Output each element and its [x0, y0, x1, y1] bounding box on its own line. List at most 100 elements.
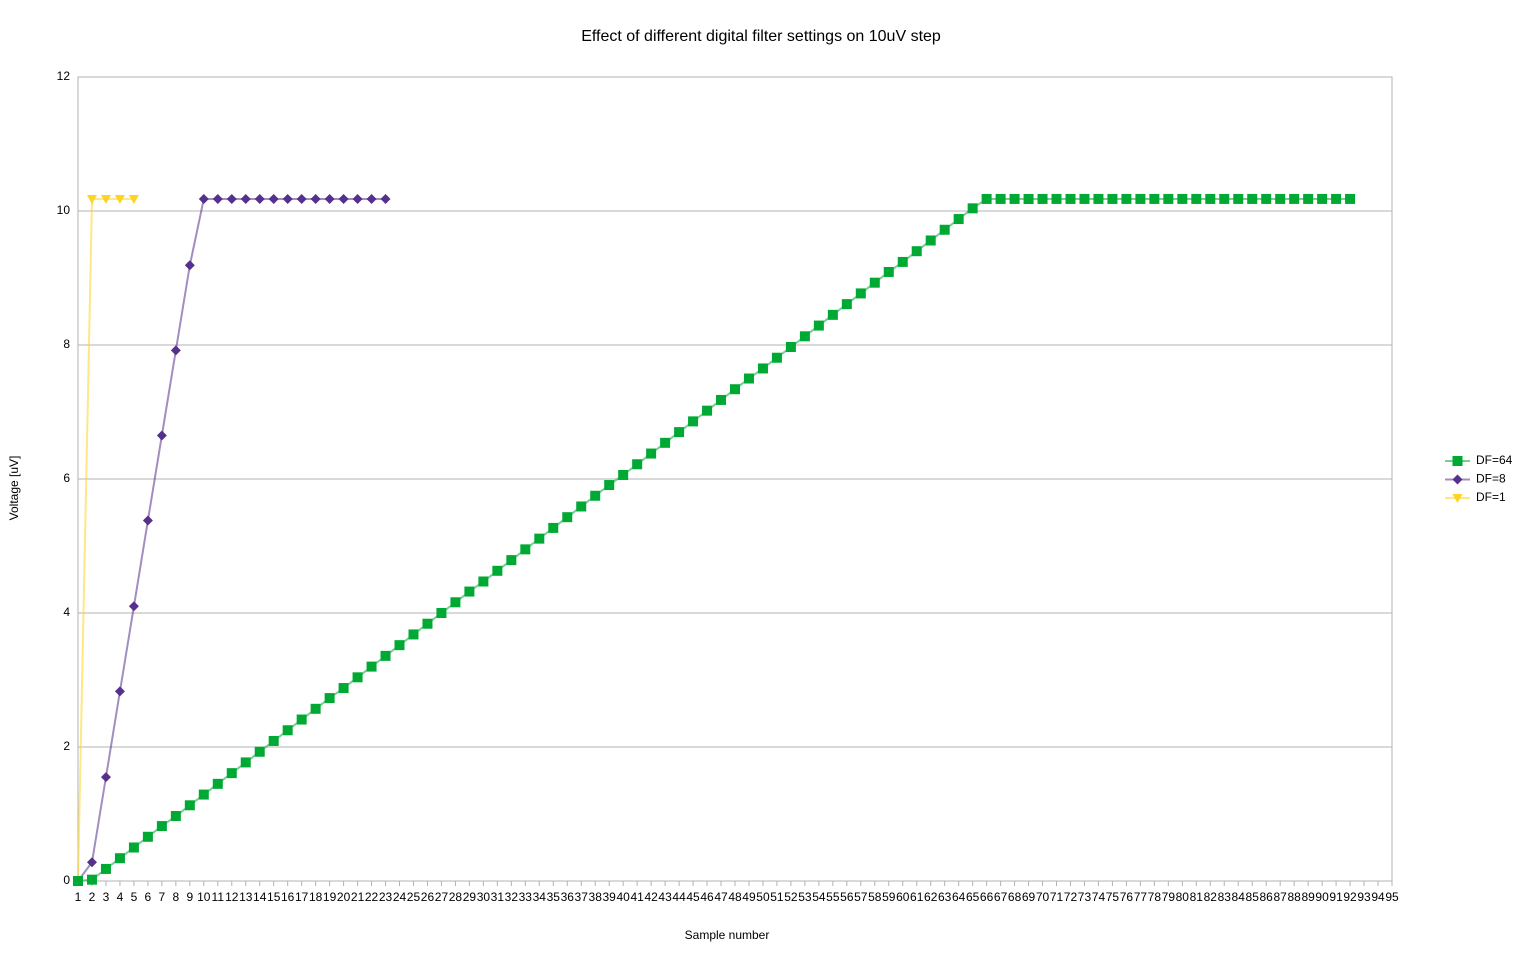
marker [562, 512, 573, 523]
x-tick-label: 55 [826, 890, 840, 904]
marker [436, 608, 447, 618]
x-tick-label: 67 [994, 890, 1008, 904]
marker [1219, 193, 1230, 204]
x-tick-label: 18 [309, 890, 323, 904]
marker [506, 555, 517, 566]
marker [128, 194, 139, 204]
x-tick-label: 12 [225, 890, 239, 904]
marker [1191, 193, 1202, 204]
x-tick-label: 89 [1301, 890, 1315, 904]
marker [114, 686, 125, 697]
marker [632, 459, 643, 470]
x-tick-label: 56 [840, 890, 854, 904]
x-tick-label: 34 [533, 890, 547, 904]
marker [268, 735, 279, 746]
marker [785, 342, 796, 353]
x-tick-label: 52 [784, 890, 798, 904]
x-tick-label: 10 [197, 890, 211, 904]
marker [757, 363, 768, 374]
marker [548, 522, 559, 533]
x-tick-label: 63 [938, 890, 952, 904]
x-tick-label: 80 [1176, 890, 1190, 904]
x-tick-label: 76 [1120, 890, 1134, 904]
marker [198, 193, 209, 204]
x-tick-label: 42 [644, 890, 658, 904]
marker [282, 193, 293, 204]
x-tick-label: 4 [117, 890, 124, 904]
marker [226, 193, 237, 204]
x-tick-label: 86 [1260, 890, 1274, 904]
y-tick-label: 6 [63, 471, 70, 485]
marker [590, 490, 601, 501]
marker [422, 618, 433, 629]
marker [380, 650, 391, 661]
marker [1051, 193, 1062, 204]
x-tick-label: 62 [924, 890, 938, 904]
marker [1317, 193, 1328, 204]
marker [813, 320, 824, 331]
x-tick-label: 53 [798, 890, 812, 904]
y-tick-label: 10 [57, 203, 71, 217]
marker [799, 331, 810, 342]
x-tick-label: 64 [952, 890, 966, 904]
marker [953, 214, 964, 225]
x-tick-label: 83 [1218, 890, 1232, 904]
x-tick-label: 36 [561, 890, 575, 904]
x-tick-label: 19 [323, 890, 337, 904]
legend-label: DF=1 [1476, 490, 1506, 504]
marker [254, 746, 265, 757]
marker [1121, 193, 1132, 204]
marker [1331, 193, 1342, 204]
marker [1135, 193, 1146, 204]
x-tick-label: 30 [477, 890, 491, 904]
chart-title: Effect of different digital filter setti… [581, 28, 941, 45]
x-tick-label: 92 [1343, 890, 1357, 904]
x-tick-label: 79 [1162, 890, 1176, 904]
marker [981, 193, 992, 204]
marker [730, 384, 740, 395]
x-tick-label: 23 [379, 890, 393, 904]
x-tick-label: 75 [1106, 890, 1120, 904]
marker [702, 405, 713, 416]
marker [156, 430, 167, 441]
marker [114, 194, 125, 204]
x-tick-label: 8 [173, 890, 180, 904]
marker [534, 533, 545, 544]
marker [198, 789, 209, 800]
marker [268, 193, 279, 204]
marker [1023, 193, 1034, 204]
x-tick-label: 71 [1050, 890, 1064, 904]
x-tick-label: 22 [365, 890, 379, 904]
marker [576, 501, 587, 512]
marker [1065, 193, 1076, 204]
marker [604, 480, 615, 491]
marker [688, 416, 699, 427]
marker [1107, 193, 1118, 204]
marker [408, 629, 419, 640]
marker [394, 640, 405, 651]
x-tick-label: 49 [742, 890, 756, 904]
marker [156, 821, 167, 832]
marker [142, 515, 153, 526]
x-tick-label: 45 [686, 890, 700, 904]
x-tick-label: 44 [672, 890, 686, 904]
x-tick-label: 51 [770, 890, 784, 904]
x-tick-label: 25 [407, 890, 421, 904]
x-tick-label: 9 [186, 890, 193, 904]
x-tick-label: 57 [854, 890, 868, 904]
x-tick-label: 7 [159, 890, 166, 904]
marker [646, 448, 657, 459]
marker [366, 661, 377, 672]
x-tick-label: 11 [212, 890, 225, 904]
marker [674, 427, 685, 438]
x-tick-label: 20 [337, 890, 351, 904]
marker [240, 193, 251, 204]
marker [911, 246, 922, 257]
x-tick-label: 54 [812, 890, 826, 904]
marker [184, 800, 195, 811]
x-tick-label: 17 [295, 890, 309, 904]
x-tick-label: 28 [449, 890, 463, 904]
marker [1009, 193, 1020, 204]
marker [128, 842, 139, 853]
